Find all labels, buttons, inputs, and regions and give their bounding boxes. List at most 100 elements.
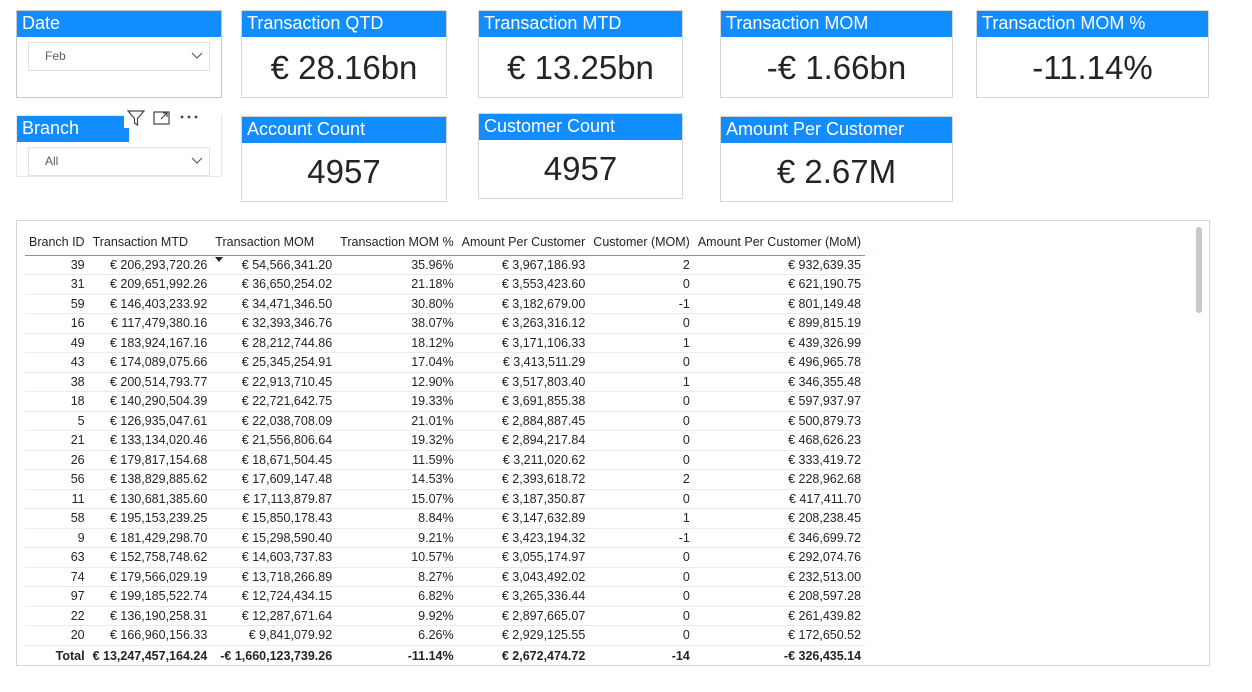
focus-mode-icon[interactable] xyxy=(152,109,172,127)
card-transaction-mom: Transaction MOM -€ 1.66bn xyxy=(720,10,953,98)
table-cell: € 208,597.28 xyxy=(693,586,866,607)
table-cell: € 801,149.48 xyxy=(693,294,866,314)
table-cell: € 3,517,803.40 xyxy=(457,372,590,392)
table-row[interactable]: 43 € 174,089,075.66 € 25,345,254.91 17.04% €… xyxy=(25,352,866,373)
table-cell: 0 xyxy=(589,391,694,412)
table-cell: 38.07% xyxy=(336,313,458,334)
table-row[interactable]: 56 € 138,829,885.62 € 17,609,147.48 14.53% €… xyxy=(25,469,866,490)
table-row[interactable]: 5 € 126,935,047.61 € 22,038,708.09 21.01% € … xyxy=(25,411,866,431)
column-header-branch-id[interactable]: Branch ID xyxy=(25,229,89,256)
table-cell: 16 xyxy=(25,313,89,334)
table-cell: € 292,074.76 xyxy=(693,547,866,568)
table-cell: € 152,758,748.62 xyxy=(88,547,212,568)
card-title: Account Count xyxy=(242,117,446,143)
filter-icon[interactable] xyxy=(126,109,146,127)
table-cell: 0 xyxy=(589,606,694,626)
table-cell: 1 xyxy=(589,333,694,353)
total-cell: € 2,672,474.72 xyxy=(457,644,590,667)
column-header-transaction-mtd[interactable]: Transaction MTD xyxy=(88,229,212,256)
table-row[interactable]: 26 € 179,817,154.68 € 18,671,504.45 11.59% €… xyxy=(25,450,866,470)
table-row[interactable]: 38 € 200,514,793.77 € 22,913,710.45 12.90% €… xyxy=(25,372,866,392)
table-cell: € 232,513.00 xyxy=(693,567,866,587)
table-cell: 5 xyxy=(25,411,89,431)
table-cell: 0 xyxy=(589,430,694,451)
column-header-label: Transaction MOM xyxy=(215,234,315,249)
table-row[interactable]: 22 € 136,190,258.31 € 12,287,671.64 9.92% € … xyxy=(25,606,866,626)
card-title: Transaction QTD xyxy=(242,11,446,37)
table-cell: € 183,924,167.16 xyxy=(88,333,212,353)
table-cell: € 439,326.99 xyxy=(693,333,866,353)
table-cell: € 597,937.97 xyxy=(693,391,866,412)
table-row[interactable]: 21 € 133,134,020.46 € 21,556,806.64 19.32% €… xyxy=(25,430,866,451)
table-cell: € 133,134,020.46 xyxy=(88,430,212,451)
table-row[interactable]: 39 € 206,293,720.26 € 54,566,341.20 35.96% €… xyxy=(25,255,866,275)
table-cell: € 2,884,887.45 xyxy=(457,411,590,431)
table-cell: € 18,671,504.45 xyxy=(211,450,337,470)
table-cell: € 54,566,341.20 xyxy=(211,255,337,275)
table-cell: € 3,553,423.60 xyxy=(457,274,590,295)
table-cell: € 932,639.35 xyxy=(693,255,866,275)
table-row[interactable]: 18 € 140,290,504.39 € 22,721,642.75 19.33% €… xyxy=(25,391,866,412)
table-cell: € 3,423,194.32 xyxy=(457,528,590,548)
table-cell: 8.84% xyxy=(336,508,458,529)
table-cell: € 200,514,793.77 xyxy=(88,372,212,392)
table-cell: € 346,699.72 xyxy=(693,528,866,548)
table-cell: 49 xyxy=(25,333,89,353)
table-cell: 2 xyxy=(589,255,694,275)
table-cell: 97 xyxy=(25,586,89,607)
table-cell: 18 xyxy=(25,391,89,412)
total-cell: € 13,247,457,164.24 xyxy=(88,644,212,667)
table-cell: € 261,439.82 xyxy=(693,606,866,626)
column-header-amount-per-customer-mom[interactable]: Amount Per Customer (MoM) xyxy=(693,229,866,256)
table-row[interactable]: 97 € 199,185,522.74 € 12,724,434.15 6.82% € … xyxy=(25,586,866,607)
table-cell: € 17,113,879.87 xyxy=(211,489,337,509)
column-header-transaction-mom[interactable]: Transaction MOM xyxy=(211,229,337,262)
table-cell: 58 xyxy=(25,508,89,529)
column-header-customer-mom[interactable]: Customer (MOM) xyxy=(589,229,694,256)
table-cell: 20 xyxy=(25,625,89,646)
table-row[interactable]: 58 € 195,153,239.25 € 15,850,178.43 8.84% € … xyxy=(25,508,866,529)
branch-dropdown-value: All xyxy=(45,154,59,168)
table-cell: € 199,185,522.74 xyxy=(88,586,212,607)
column-header-transaction-mom-pct[interactable]: Transaction MOM % xyxy=(336,229,458,256)
table-cell: € 36,650,254.02 xyxy=(211,274,337,295)
branch-dropdown[interactable]: All xyxy=(28,147,210,176)
table-cell: € 117,479,380.16 xyxy=(88,313,212,334)
table-cell: € 21,556,806.64 xyxy=(211,430,337,451)
card-transaction-mom-pct: Transaction MOM % -11.14% xyxy=(976,10,1209,98)
table-row[interactable]: 9 € 181,429,298.70 € 15,298,590.40 9.21% € 3… xyxy=(25,528,866,548)
card-title: Amount Per Customer xyxy=(721,117,952,143)
table-cell: € 3,171,106.33 xyxy=(457,333,590,353)
table-cell: 17.04% xyxy=(336,352,458,373)
more-options-icon[interactable] xyxy=(178,109,200,127)
table-row[interactable]: 59 € 146,403,233.92 € 34,471,346.50 30.80% €… xyxy=(25,294,866,314)
date-dropdown-value: Feb xyxy=(45,49,66,63)
card-customer-count: Customer Count 4957 xyxy=(478,113,683,199)
table-cell: 6.26% xyxy=(336,625,458,646)
table-cell: -1 xyxy=(589,294,694,314)
table-cell: € 2,393,618.72 xyxy=(457,469,590,490)
vertical-scrollbar[interactable] xyxy=(1196,227,1202,313)
table-cell: 0 xyxy=(589,450,694,470)
date-dropdown[interactable]: Feb xyxy=(28,42,210,71)
table-cell: € 333,419.72 xyxy=(693,450,866,470)
table-row[interactable]: 63 € 152,758,748.62 € 14,603,737.83 10.57% €… xyxy=(25,547,866,568)
total-cell: Total xyxy=(25,644,89,667)
table-cell: € 17,609,147.48 xyxy=(211,469,337,490)
table-header-row: Branch ID Transaction MTD Transaction MO… xyxy=(25,229,866,262)
table-cell: 63 xyxy=(25,547,89,568)
column-header-amount-per-customer[interactable]: Amount Per Customer xyxy=(457,229,590,256)
table-row[interactable]: 74 € 179,566,029.19 € 13,718,266.89 8.27% € … xyxy=(25,567,866,587)
table-row[interactable]: 49 € 183,924,167.16 € 28,212,744.86 18.12% €… xyxy=(25,333,866,353)
table-row[interactable]: 20 € 166,960,156.33 € 9,841,079.92 6.26% € 2… xyxy=(25,625,866,646)
table-row[interactable]: 11 € 130,681,385.60 € 17,113,879.87 15.07% €… xyxy=(25,489,866,509)
table-cell: € 2,894,217.84 xyxy=(457,430,590,451)
table-row[interactable]: 16 € 117,479,380.16 € 32,393,346.76 38.07% €… xyxy=(25,313,866,334)
table-cell: 11 xyxy=(25,489,89,509)
chevron-down-icon xyxy=(191,157,203,164)
table-cell: € 3,263,316.12 xyxy=(457,313,590,334)
table-cell: € 206,293,720.26 xyxy=(88,255,212,275)
card-value: € 2.67M xyxy=(776,153,897,190)
table-cell: € 899,815.19 xyxy=(693,313,866,334)
table-row[interactable]: 31 € 209,651,992.26 € 36,650,254.02 21.18% €… xyxy=(25,274,866,295)
